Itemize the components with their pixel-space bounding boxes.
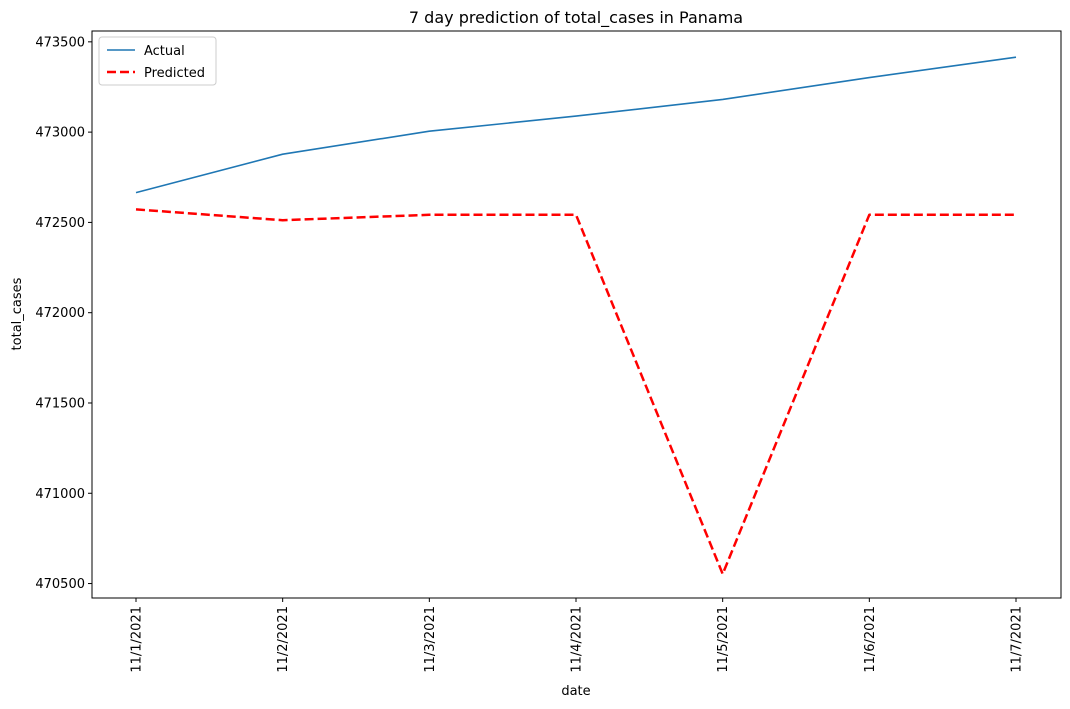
x-tick-label: 11/7/2021 — [1010, 606, 1025, 673]
legend-label-actual: Actual — [144, 44, 185, 59]
series-line-actual — [135, 56, 1017, 194]
y-tick-label: 472500 — [35, 216, 85, 231]
chart-title: 7 day prediction of total_cases in Panam… — [409, 8, 743, 28]
x-tick-label: 11/1/2021 — [130, 606, 145, 673]
x-tick-label: 11/6/2021 — [863, 606, 878, 673]
x-axis: 11/1/2021 11/2/2021 11/3/2021 11/4/2021 11/5… — [130, 598, 1025, 673]
y-tick-label: 472000 — [35, 306, 85, 321]
y-axis: 470500 471000 471500 472000 472500 473000 4735… — [35, 35, 92, 592]
y-tick-label: 471000 — [35, 487, 85, 502]
x-tick-label: 11/3/2021 — [423, 606, 438, 673]
series-line-predicted — [135, 208, 1016, 576]
x-axis-label: date — [561, 684, 590, 699]
legend-label-predicted: Predicted — [144, 66, 205, 81]
y-axis-label: total_cases — [10, 277, 25, 350]
y-tick-label: 471500 — [35, 396, 85, 411]
x-tick-label: 11/4/2021 — [570, 606, 585, 673]
y-tick-label: 473500 — [35, 35, 85, 50]
y-tick-label: 470500 — [35, 577, 85, 592]
x-tick-label: 11/2/2021 — [276, 606, 291, 673]
series-group — [135, 56, 1017, 576]
x-tick-label: 11/5/2021 — [716, 606, 731, 673]
y-tick-label: 473000 — [35, 126, 85, 141]
legend: Actual Predicted — [98, 36, 217, 86]
